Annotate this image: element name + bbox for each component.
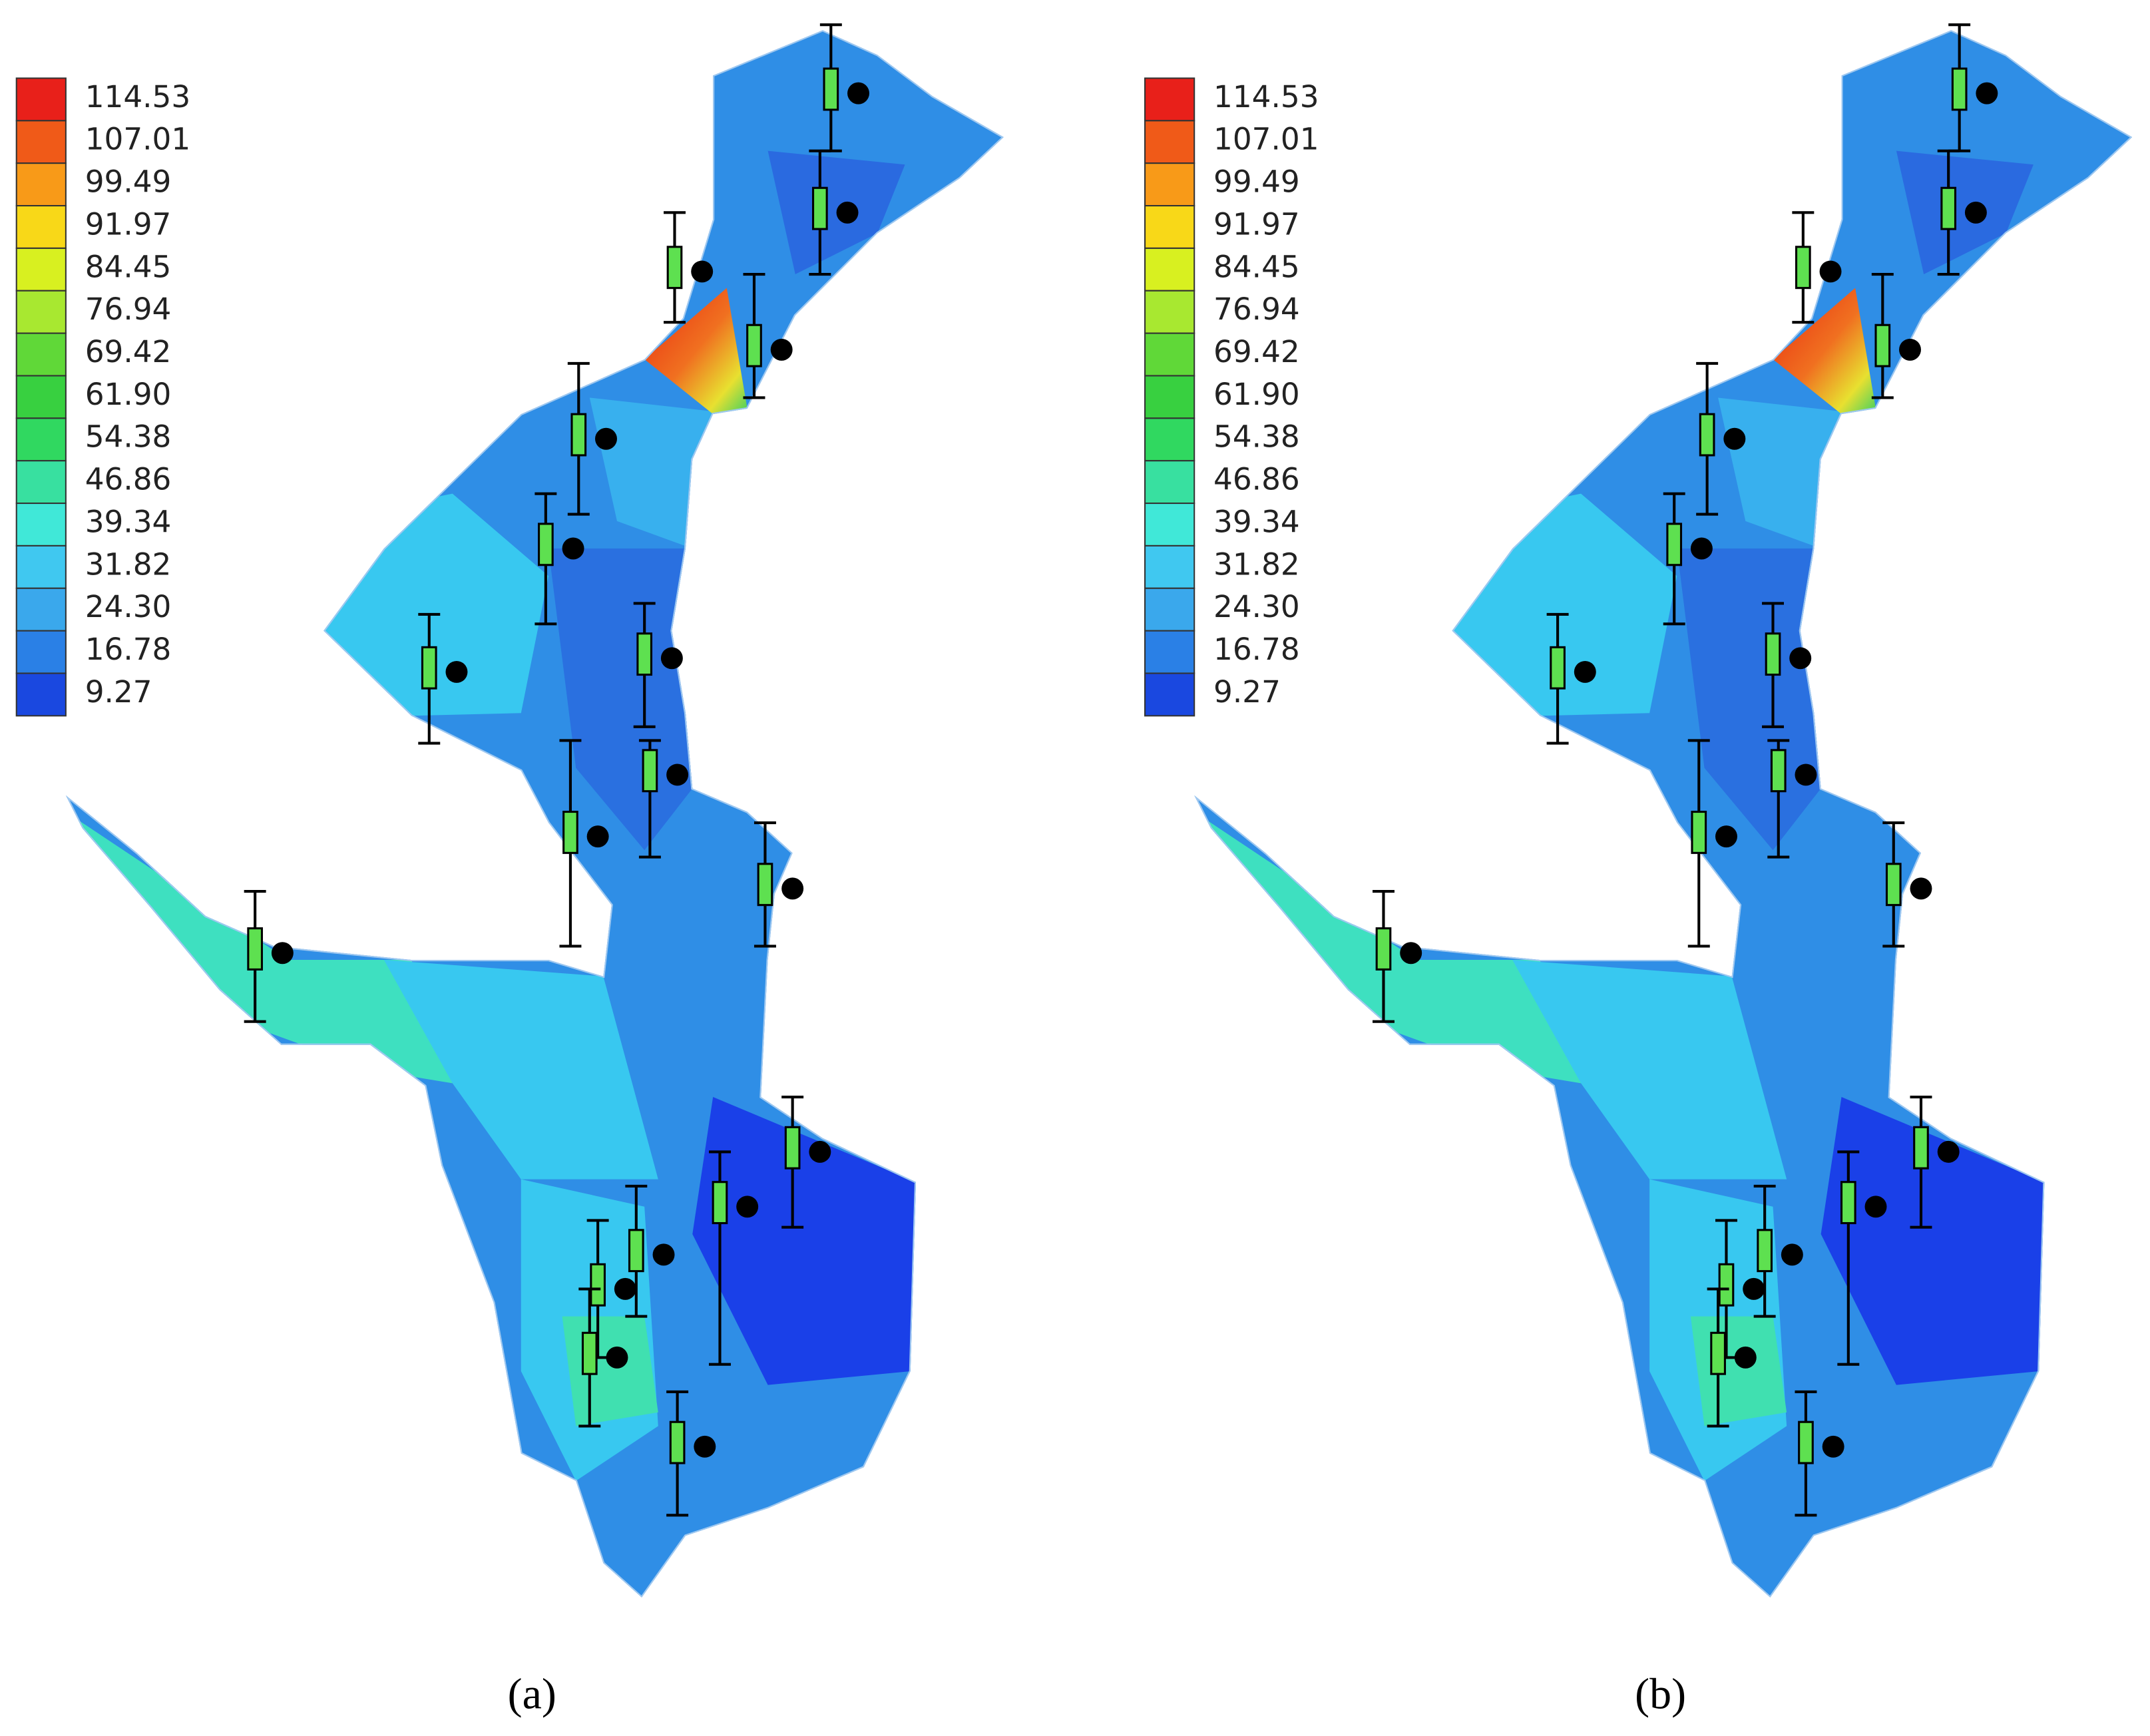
panel-caption: (b): [1635, 1670, 1686, 1719]
legend-label: 16.78: [1213, 632, 1300, 667]
legend-label: 76.94: [1213, 292, 1300, 327]
legend-swatch: [1144, 587, 1195, 632]
legend-label: 9.27: [1213, 674, 1281, 710]
legend-label: 54.38: [1213, 419, 1300, 455]
legend-label: 84.45: [1213, 249, 1300, 284]
legend-label: 46.86: [1213, 462, 1300, 497]
legend-label: 24.30: [1213, 589, 1300, 624]
legend-swatch: [15, 503, 67, 546]
map-view: [1128, 0, 2150, 1645]
legend-label: 31.82: [85, 546, 172, 582]
legend-swatch: [15, 77, 67, 122]
legend-swatch: [1144, 77, 1195, 122]
legend-swatch: [15, 162, 67, 207]
legend-swatch: [1144, 417, 1195, 462]
legend: 114.53 107.01 99.49 91.97 84.45 76.94 69.42 61.…: [1144, 77, 1319, 717]
legend-label: 99.49: [1213, 164, 1300, 200]
legend-swatch: [15, 247, 67, 292]
legend-label: 99.49: [85, 164, 172, 200]
legend-swatch: [15, 460, 67, 505]
legend-swatch: [1144, 544, 1195, 589]
legend-swatch: [15, 375, 67, 419]
legend-label: 84.45: [85, 249, 172, 284]
legend-label: 46.86: [85, 462, 172, 497]
panel: 114.53 107.01 99.49 91.97 84.45 76.94 69.42 61.…: [0, 0, 1097, 1719]
legend-label: 114.53: [85, 79, 191, 114]
legend-swatch: [1144, 375, 1195, 419]
legend: 114.53 107.01 99.49 91.97 84.45 76.94 69.42 61.…: [15, 77, 191, 717]
legend-swatch: [15, 332, 67, 377]
legend-swatch: [1144, 247, 1195, 292]
legend-swatch: [1144, 120, 1195, 164]
legend-swatch: [15, 205, 67, 249]
legend-label: 107.01: [1213, 122, 1319, 157]
legend-swatch: [1144, 332, 1195, 377]
legend-label: 107.01: [85, 122, 191, 157]
legend-label: 69.42: [1213, 334, 1300, 369]
legend-swatch: [1144, 503, 1195, 546]
legend-swatch: [1144, 162, 1195, 207]
legend-swatch: [1144, 205, 1195, 249]
legend-swatch: [15, 672, 67, 717]
legend-label: 16.78: [85, 632, 172, 667]
legend-swatch: [15, 290, 67, 334]
legend-label: 39.34: [1213, 504, 1300, 539]
map-view: [0, 0, 1097, 1645]
legend-label: 24.30: [85, 589, 172, 624]
legend-label: 9.27: [85, 674, 152, 710]
legend-swatch: [15, 630, 67, 674]
legend-label: 31.82: [1213, 546, 1300, 582]
legend-label: 69.42: [85, 334, 172, 369]
legend-label: 76.94: [85, 292, 172, 327]
legend-label: 61.90: [85, 377, 172, 412]
legend-label: 39.34: [85, 504, 172, 539]
legend-label: 114.53: [1213, 79, 1319, 114]
legend-swatch: [15, 417, 67, 462]
legend-swatch: [1144, 672, 1195, 717]
panel: 114.53 107.01 99.49 91.97 84.45 76.94 69.42 61.…: [1128, 0, 2150, 1719]
legend-swatch: [15, 587, 67, 632]
legend-label: 91.97: [85, 206, 172, 242]
legend-swatch: [1144, 290, 1195, 334]
legend-label: 61.90: [1213, 377, 1300, 412]
legend-swatch: [1144, 630, 1195, 674]
legend-swatch: [15, 544, 67, 589]
legend-swatch: [15, 120, 67, 164]
panel-caption: (a): [508, 1670, 556, 1719]
legend-label: 91.97: [1213, 206, 1300, 242]
legend-swatch: [1144, 460, 1195, 505]
legend-label: 54.38: [85, 419, 172, 455]
